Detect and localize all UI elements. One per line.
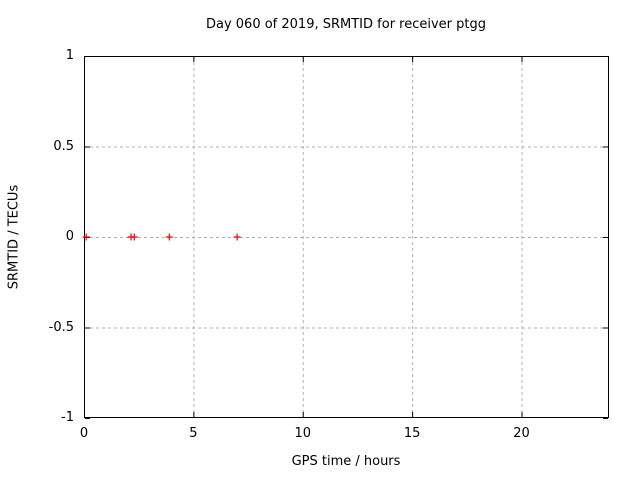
- y-tick-label-0.5: 0.5: [53, 138, 74, 154]
- data-point-marker: [233, 233, 241, 241]
- y-tick-label-1: 1: [65, 48, 74, 63]
- x-tick-label-15: 15: [403, 426, 421, 441]
- plot-area: [82, 56, 609, 419]
- x-tick-label-5: 5: [189, 426, 198, 441]
- x-tick-label-0: 0: [79, 426, 89, 441]
- data-point-marker: [82, 233, 90, 241]
- y-tick-label-0: 0: [65, 229, 74, 244]
- x-tick-label-10: 10: [294, 426, 312, 441]
- chart-title: Day 060 of 2019, SRMTID for receiver ptg…: [205, 17, 487, 32]
- y-tick-label--1: -1: [61, 410, 74, 425]
- y-tick-label--0.5: -0.5: [48, 319, 74, 335]
- data-point-marker: [165, 233, 173, 241]
- x-tick-label-20: 20: [513, 426, 530, 441]
- data-point-marker: [130, 233, 138, 241]
- x-axis-title: GPS time / hours: [291, 454, 401, 469]
